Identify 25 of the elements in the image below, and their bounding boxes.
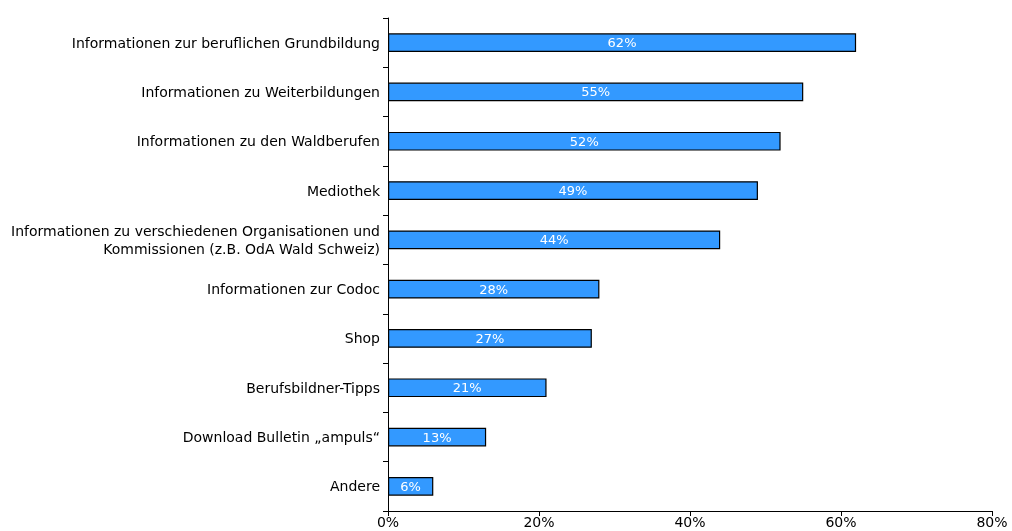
y-tick-label: Informationen zur beruflichen Grundbildung: [71, 34, 380, 51]
y-tick-label: Informationen zur Codoc: [207, 281, 380, 298]
x-tick-label: 40%: [674, 514, 706, 530]
y-tick-label: Berufsbildner-Tipps: [246, 379, 380, 396]
data-label: 44%: [539, 232, 569, 248]
y-tick-label: Informationen zu Weiterbildungen: [141, 83, 380, 100]
data-label: 6%: [400, 478, 421, 494]
data-label: 21%: [452, 380, 482, 396]
data-label: 27%: [475, 330, 505, 346]
y-tick-label: Andere: [329, 478, 380, 495]
x-tick-label: 0%: [376, 514, 400, 530]
data-label: 49%: [558, 183, 588, 199]
x-tick-label: 60%: [825, 514, 857, 530]
y-tick-label: Mediothek: [306, 182, 381, 199]
y-tick-label: Shop: [344, 330, 381, 347]
y-tick-label: Informationen zu verschiedenen Organisationen und Kommissionen (z.B. OdA Wald Schweiz): [11, 222, 380, 257]
x-tick-label: 80%: [976, 514, 1008, 530]
y-tick-label: Download Bulletin „ampuls“: [182, 429, 380, 446]
data-label: 55%: [581, 84, 611, 100]
y-tick-label: Informationen zu den Waldberufen: [136, 133, 380, 150]
x-tick-label: 20%: [523, 514, 555, 530]
data-label: 52%: [569, 133, 599, 149]
data-label: 13%: [422, 429, 452, 445]
data-label: 28%: [479, 281, 509, 297]
data-label: 62%: [607, 35, 637, 51]
